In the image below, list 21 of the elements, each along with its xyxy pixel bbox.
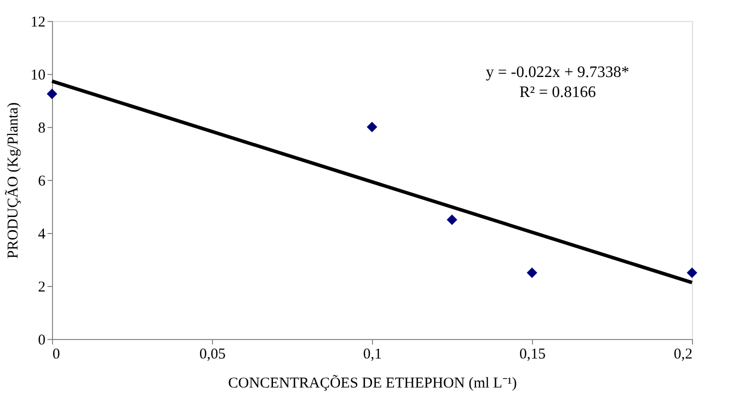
annotation: y = -0.022x + 9.7338*: [486, 64, 630, 81]
y-tick-label: 4: [38, 226, 46, 242]
point: [446, 214, 458, 225]
x-tick-label: 0,15: [519, 346, 546, 362]
x-tick-label: 0,2: [674, 346, 692, 362]
annotation: R² = 0.8166: [519, 84, 596, 101]
point: [526, 268, 538, 278]
y-axis-title: PRODUÇÃO (Kg/Planta): [4, 102, 22, 259]
x-tick-label: 0,1: [363, 346, 382, 362]
x-tick-label: 0,05: [199, 346, 226, 362]
y-tick-label: 10: [30, 68, 46, 84]
y-tick-label: 12: [30, 14, 46, 30]
point: [366, 122, 378, 132]
point: [686, 268, 698, 278]
y-tick-label: 8: [38, 120, 46, 136]
y-tick-label: 2: [38, 280, 46, 296]
x-tick-label: 0: [52, 346, 60, 362]
y-tick-label: 6: [38, 174, 46, 190]
y-tick-label: 0: [38, 332, 46, 348]
point: [46, 88, 58, 100]
x-axis-title: CONCENTRAÇÕES DE ETHEPHON (ml L⁻¹): [228, 374, 517, 392]
